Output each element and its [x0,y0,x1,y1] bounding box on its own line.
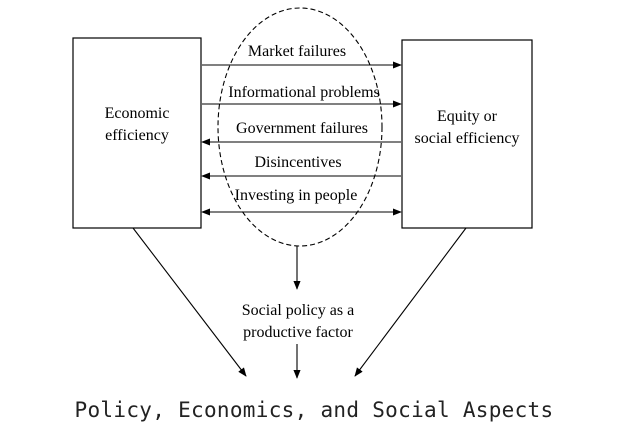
left-box-label-line1: Economic [105,105,170,122]
investing-in-people-label: Investing in people [235,187,358,204]
informational-problems-label: Informational problems [228,84,380,101]
social-efficiency-box [401,39,533,229]
market-failures-label: Market failures [248,43,346,60]
left-diagonal-arrow [132,227,247,377]
government-failures-label: Government failures [236,120,368,137]
caption: Policy, Economics, and Social Aspects [74,398,554,422]
left-box-label-line2: efficiency [105,127,169,144]
right-box-label-line1: Equity or [437,108,498,125]
outcome-label-line1: Social policy as a [242,302,354,319]
economic-efficiency-box [72,37,202,229]
dashed-ellipse [217,7,383,247]
disincentives-label: Disincentives [254,154,341,171]
right-box-label-line2: social efficiency [415,130,520,147]
outcome-label-line2: productive factor [243,324,353,341]
right-diagonal-arrow [354,227,467,377]
